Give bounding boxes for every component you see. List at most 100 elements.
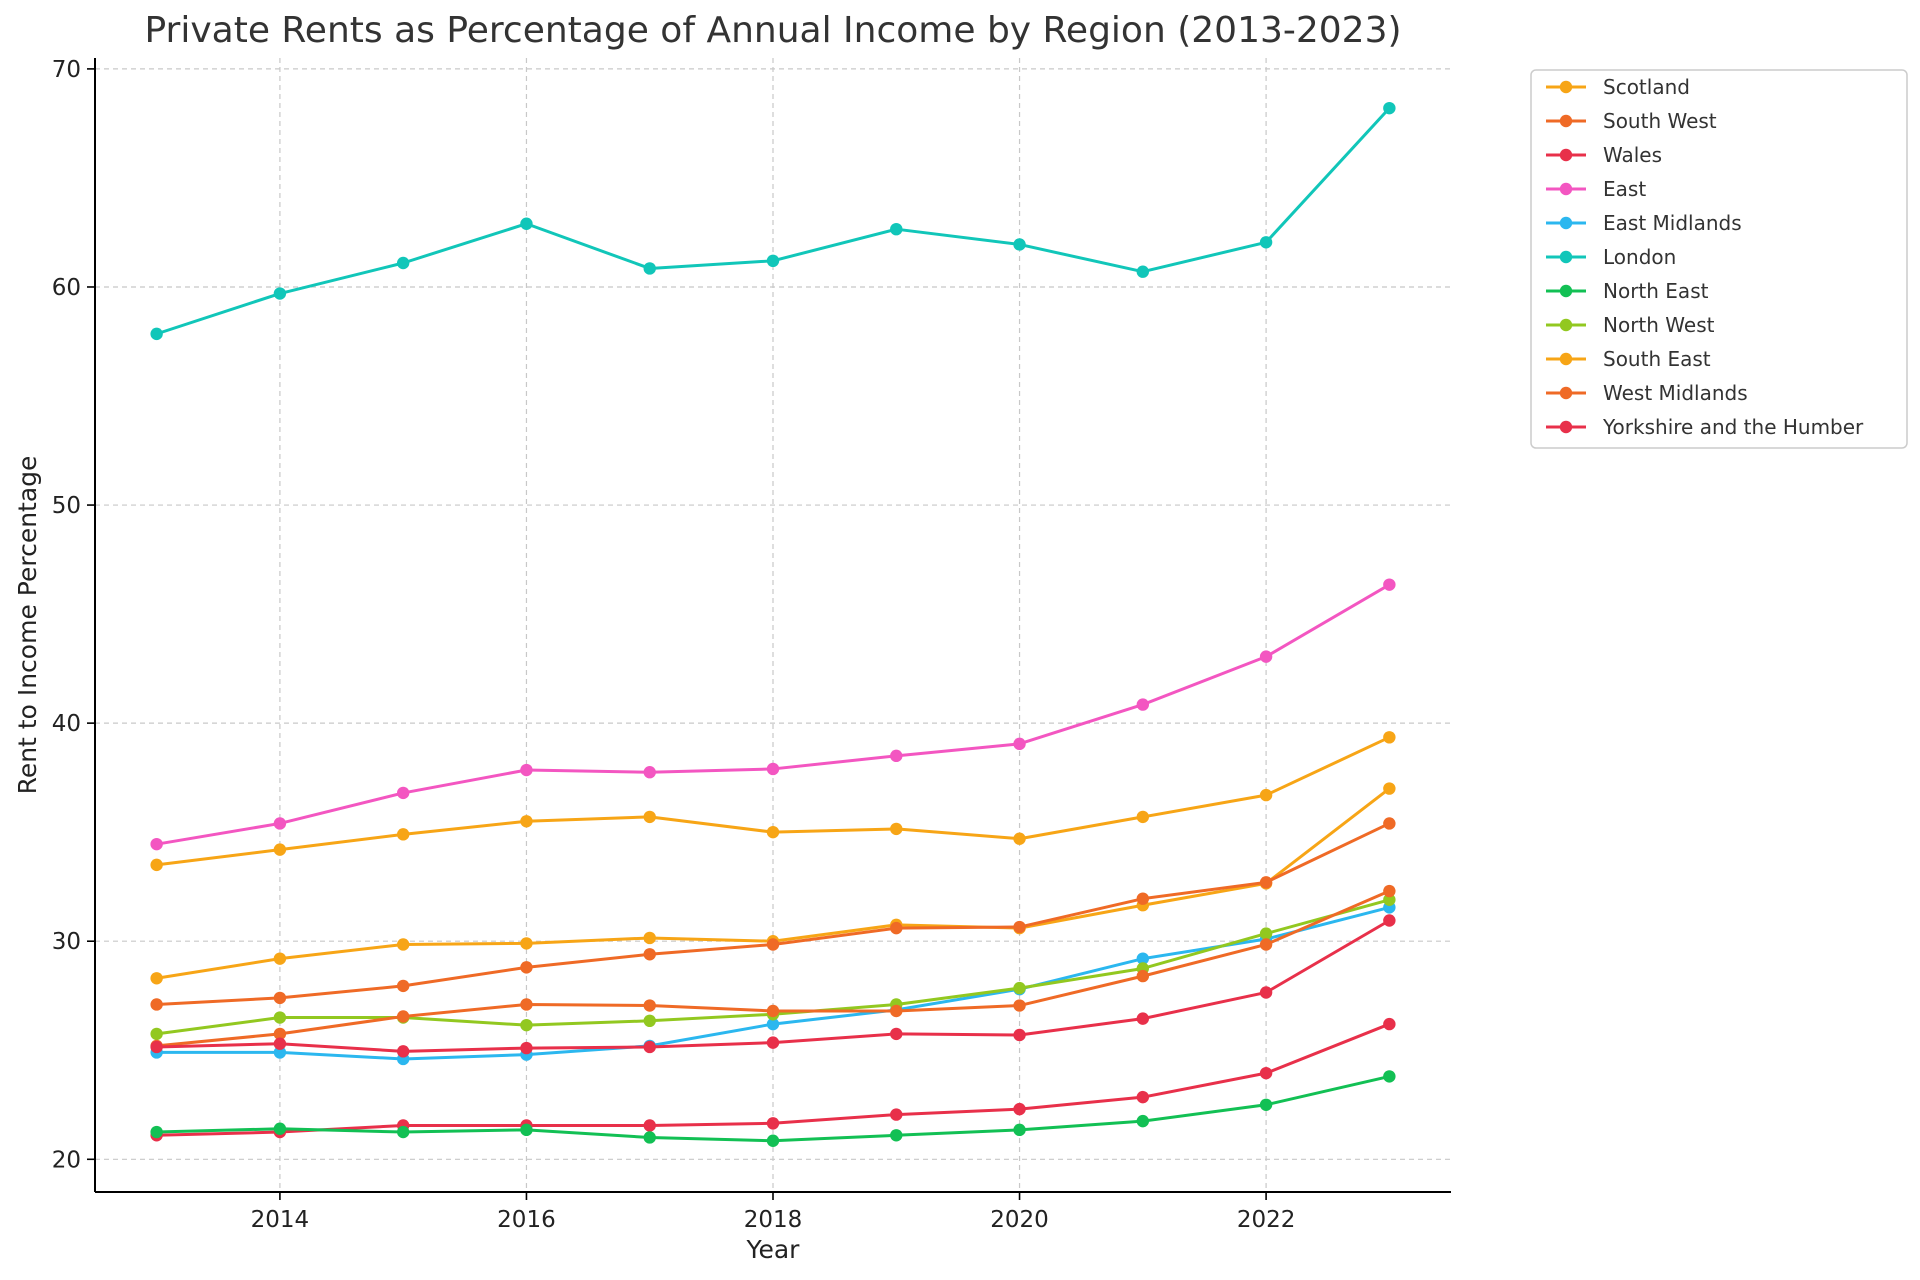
x-tick-label: 2022	[1237, 1207, 1296, 1233]
data-point-yorkshire-and-the-humber	[396, 1045, 410, 1058]
legend-label: South West	[1603, 109, 1717, 133]
series-yorkshire-and-the-humber	[150, 914, 1396, 1058]
legend-label: London	[1603, 245, 1676, 269]
data-point-east	[273, 817, 287, 830]
data-point-london	[520, 217, 533, 230]
data-point-south-east	[766, 825, 780, 839]
data-point-west-midlands	[1136, 969, 1150, 983]
data-point-west-midlands	[520, 998, 533, 1011]
legend-item-south-west: South West	[1546, 109, 1717, 133]
data-point-north-east	[1136, 1114, 1150, 1128]
data-point-yorkshire-and-the-humber	[890, 1027, 903, 1041]
data-point-london	[1136, 265, 1150, 278]
legend-label: Yorkshire and the Humber	[1602, 415, 1864, 439]
y-axis-label: Rent to Income Percentage	[13, 456, 42, 795]
data-point-north-west	[643, 1014, 656, 1028]
data-point-london	[150, 327, 163, 341]
chart-title: Private Rents as Percentage of Annual In…	[144, 10, 1401, 51]
data-point-east-midlands	[1136, 952, 1150, 965]
legend-label: North East	[1603, 279, 1709, 303]
data-point-yorkshire-and-the-humber	[520, 1041, 533, 1055]
data-point-east	[643, 766, 656, 779]
data-point-yorkshire-and-the-humber	[273, 1037, 287, 1050]
data-point-east-midlands	[273, 1046, 287, 1059]
data-point-south-west	[273, 991, 287, 1005]
legend-swatch-marker	[1559, 352, 1573, 366]
data-point-south-east	[520, 815, 533, 828]
data-point-north-east	[766, 1134, 780, 1147]
data-point-east	[1383, 578, 1396, 591]
data-point-london	[643, 262, 656, 275]
data-point-scotland	[273, 952, 287, 965]
legend-item-east-midlands: East Midlands	[1546, 211, 1742, 235]
series-south-east	[150, 731, 1396, 872]
data-point-wales	[1013, 1102, 1026, 1116]
legend-label: East	[1603, 177, 1646, 201]
data-point-north-west	[520, 1018, 533, 1032]
axes: 2014 2016 2018 2020 2022 20 30 40 50 60 70	[52, 57, 1451, 1233]
data-point-east	[520, 763, 533, 777]
y-tick-label: 70	[52, 57, 81, 83]
legend-swatch-marker	[1559, 80, 1573, 94]
data-point-north-west	[150, 1027, 163, 1041]
legend-item-london: London	[1546, 245, 1676, 269]
legend-swatch-marker	[1559, 284, 1573, 298]
legend-swatch-marker	[1559, 148, 1573, 162]
legend-label: West Midlands	[1603, 381, 1748, 405]
data-point-north-east	[396, 1125, 410, 1139]
data-point-south-east	[890, 822, 903, 836]
data-point-london	[273, 287, 287, 300]
data-point-west-midlands	[273, 1027, 287, 1041]
data-point-east-midlands	[766, 1017, 780, 1031]
legend-item-west-midlands: West Midlands	[1546, 381, 1748, 405]
data-point-wales	[1383, 1017, 1396, 1031]
legend-item-scotland: Scotland	[1546, 75, 1690, 99]
legend: Scotland South West Wales East East Midlan…	[1530, 69, 1908, 449]
y-tick-label: 20	[52, 1147, 81, 1173]
data-point-east	[1259, 650, 1273, 663]
legend-swatch-marker	[1559, 182, 1573, 196]
y-tick-label: 50	[52, 493, 81, 519]
data-point-south-west	[890, 921, 903, 935]
x-tick-label: 2014	[251, 1207, 310, 1233]
legend-swatch-marker	[1559, 216, 1573, 230]
legend-swatch-marker	[1559, 114, 1573, 128]
series-london	[150, 101, 1396, 341]
data-point-south-east	[396, 828, 410, 841]
legend-frame	[1530, 69, 1908, 449]
data-point-north-east	[643, 1131, 656, 1144]
data-point-yorkshire-and-the-humber	[1259, 986, 1273, 999]
series-south-west	[150, 817, 1396, 1011]
data-point-yorkshire-and-the-humber	[643, 1040, 656, 1054]
legend-label: South East	[1603, 347, 1711, 371]
data-point-wales	[890, 1108, 903, 1121]
data-point-wales	[643, 1119, 656, 1132]
data-point-yorkshire-and-the-humber	[1383, 914, 1396, 927]
data-point-south-west	[1013, 920, 1026, 934]
data-point-north-west	[1383, 893, 1396, 906]
data-point-south-west	[1383, 817, 1396, 830]
data-point-north-east	[1013, 1123, 1026, 1137]
x-tick-label: 2020	[990, 1207, 1049, 1233]
x-axis-label: Year	[746, 1235, 801, 1264]
data-point-west-midlands	[396, 1010, 410, 1023]
legend-label: North West	[1603, 313, 1715, 337]
grid	[95, 58, 1451, 1192]
data-point-south-east	[150, 858, 163, 872]
data-point-east	[890, 749, 903, 763]
legend-item-wales: Wales	[1546, 143, 1662, 167]
legend-item-south-east: South East	[1546, 347, 1711, 371]
data-point-east	[766, 762, 780, 776]
data-point-scotland	[396, 938, 410, 951]
data-point-west-midlands	[890, 1004, 903, 1018]
data-point-west-midlands	[766, 1004, 780, 1018]
data-point-south-east	[1383, 731, 1396, 744]
data-point-wales	[766, 1117, 780, 1130]
legend-label: Wales	[1603, 143, 1662, 167]
data-point-east	[1013, 737, 1026, 751]
data-point-east	[396, 786, 410, 800]
data-point-yorkshire-and-the-humber	[766, 1036, 780, 1049]
data-point-london	[890, 222, 903, 236]
data-point-north-east	[150, 1125, 163, 1139]
data-point-scotland	[150, 972, 163, 985]
